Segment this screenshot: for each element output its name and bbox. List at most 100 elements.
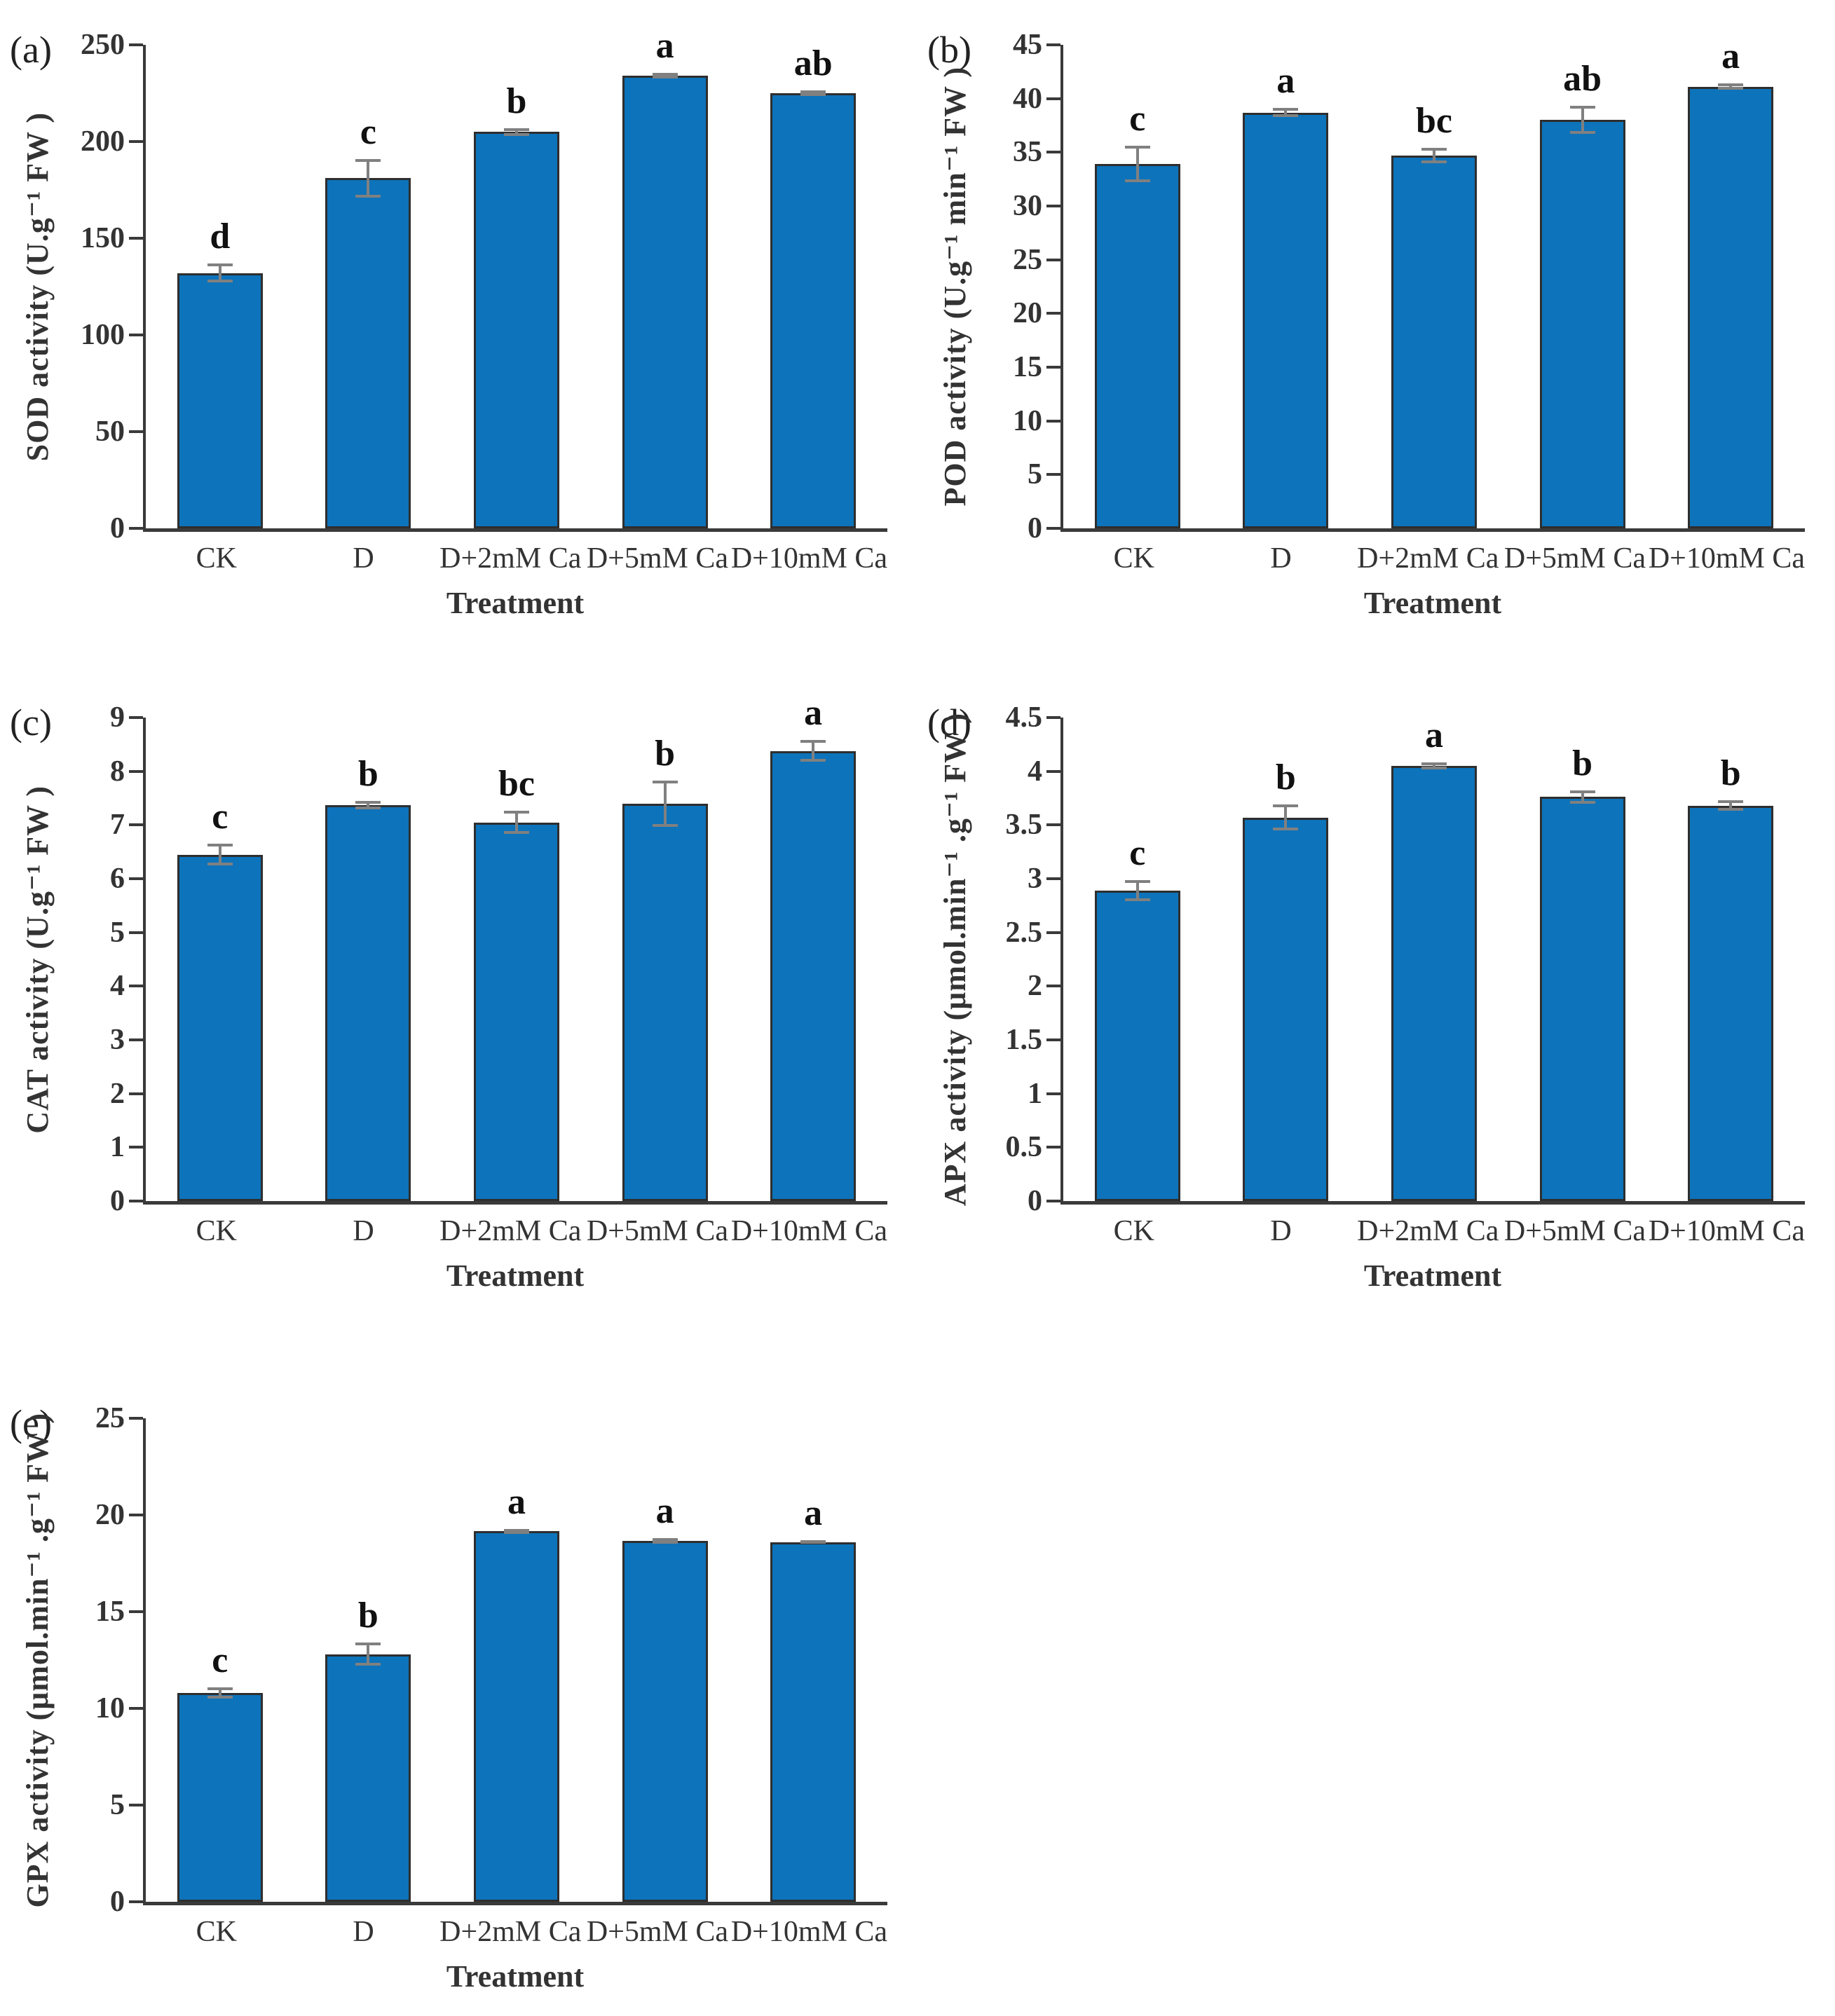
y-tick-label: 5	[1028, 458, 1042, 491]
y-tick-mark	[1046, 985, 1060, 988]
y-tick-label: 1	[1028, 1077, 1042, 1110]
x-category-label: D+10mM Ca	[730, 1916, 887, 1948]
bar-slot: a	[591, 1418, 739, 1902]
significance-letter: a	[1276, 61, 1295, 102]
bar-slot: b	[294, 718, 443, 1201]
x-category-label: D	[353, 542, 374, 575]
y-tick-label: 100	[81, 319, 125, 351]
bar-D+5mM Ca	[1539, 797, 1625, 1201]
chart-body: APX activity (μmol.min⁻¹ .g⁻¹ FW ) 0 0.5 1…	[927, 703, 1818, 1294]
bar-D+10mM Ca	[770, 93, 857, 528]
y-tick-label: 50	[95, 416, 125, 448]
y-tick-label: 0	[110, 512, 125, 544]
bar-CK	[1094, 164, 1180, 528]
bar-D	[1243, 112, 1329, 528]
error-bar-cap-bottom	[652, 823, 678, 827]
plot-area: c b a a a	[143, 1418, 887, 1905]
bar-slot: ab	[1508, 45, 1657, 528]
bar-slot: a	[1360, 718, 1508, 1201]
error-bar	[800, 1540, 826, 1544]
x-category-label: D+5mM Ca	[1503, 1215, 1646, 1247]
bar-D	[325, 1654, 411, 1902]
error-bar-stem	[218, 1687, 221, 1699]
bar-slot: c	[146, 1418, 294, 1902]
y-tick-mark	[129, 823, 143, 827]
x-category-label: CK	[196, 1916, 238, 1948]
x-category-label: D+5mM Ca	[586, 1215, 729, 1247]
y-tick-label: 45	[1013, 29, 1042, 61]
error-bar-cap-bottom	[1421, 160, 1447, 163]
error-bar	[1718, 83, 1744, 90]
error-bar	[1273, 804, 1299, 830]
chart-body: SOD activity (U.g⁻¹ FW ) 0 50 100 150 200 250…	[10, 28, 901, 621]
y-axis-title-column: GPX activity (μmol.min⁻¹ .g⁻¹ FW )	[10, 1413, 64, 1908]
x-axis-title: Treatment	[446, 1259, 585, 1293]
error-bar	[1124, 146, 1150, 183]
error-bar-stem	[1432, 148, 1435, 163]
plot-area: d c b a ab	[143, 28, 887, 532]
y-tick-mark	[129, 1900, 143, 1903]
y-tick-label: 35	[1013, 136, 1042, 169]
x-category-labels: CK D D+2mM Ca D+5mM Ca D+10mM Ca	[143, 542, 887, 575]
chart-gpx: (e) GPX activity (μmol.min⁻¹ .g⁻¹ FW ) 0…	[0, 1373, 901, 2016]
y-tick-mark	[1046, 716, 1060, 719]
bar-D+5mM Ca	[1539, 120, 1625, 528]
panel-label-a: (a)	[10, 29, 52, 71]
chart-cat: (c) CAT activity (U.g⁻¹ FW ) 0 1 2 3 4 5 6 7 8 9 …	[0, 673, 901, 1373]
error-bar	[1569, 106, 1595, 135]
bar-slot: a	[1656, 39, 1805, 528]
y-tick-mark	[1046, 205, 1060, 208]
y-tick-label: 3	[1028, 863, 1042, 895]
x-category-label: D+5mM Ca	[586, 1916, 729, 1948]
error-bar-cap-bottom	[800, 1541, 826, 1544]
panel-label-d: (d)	[927, 701, 971, 743]
y-tick-label: 1.5	[1005, 1024, 1043, 1056]
error-bar-stem	[1135, 879, 1139, 902]
y-tick-label: 9	[110, 701, 125, 734]
x-category-label: D+2mM Ca	[439, 1916, 582, 1948]
bar-slot: bc	[1360, 45, 1508, 528]
bar-slot: ab	[739, 45, 887, 528]
bar-D+2mM Ca	[473, 1531, 559, 1902]
error-bar	[503, 1529, 529, 1534]
y-tick-mark	[1046, 527, 1060, 530]
y-tick-label: 8	[110, 755, 125, 788]
x-category-label: D+2mM Ca	[439, 1215, 582, 1247]
bar-slot: b	[442, 45, 591, 528]
y-tick-label: 2.5	[1005, 916, 1043, 949]
bar-slot: a	[442, 1418, 591, 1902]
error-bar-stem	[1729, 800, 1733, 811]
significance-letter: c	[1129, 832, 1146, 873]
x-category-label: D	[1270, 542, 1292, 575]
y-axis-title-column: POD activity (U.g⁻¹ min⁻¹ FW )	[927, 45, 982, 528]
bar-CK	[177, 854, 263, 1201]
y-tick-label: 20	[1013, 297, 1042, 330]
bar-D+2mM Ca	[473, 132, 559, 528]
y-tick-label: 3.5	[1005, 809, 1043, 842]
bar-slot: b	[1656, 718, 1805, 1201]
x-category-label: D+10mM Ca	[1648, 542, 1805, 575]
error-bar	[207, 263, 233, 283]
error-bar	[1421, 148, 1447, 163]
y-tick-mark	[129, 769, 143, 773]
bar-slot: a	[1212, 45, 1360, 528]
y-tick-label: 30	[1013, 190, 1042, 222]
empty-cell	[918, 1373, 1835, 2016]
error-bar	[1124, 879, 1150, 902]
y-tick-label: 0	[1028, 1185, 1042, 1217]
y-tick-mark	[1046, 97, 1060, 100]
bar-slot: c	[294, 45, 443, 528]
x-category-label: D	[1270, 1215, 1292, 1247]
bar-D+2mM Ca	[1391, 155, 1477, 528]
error-bar-cap-bottom	[207, 1696, 233, 1699]
y-tick-mark	[1046, 366, 1060, 369]
y-tick-mark	[129, 1514, 143, 1516]
significance-letter: a	[804, 1493, 823, 1533]
y-tick-mark	[129, 931, 143, 934]
plot-column: c a bc ab a CK D D+2mM Ca D+5mM Ca D+10mM Ca Tre…	[1060, 39, 1818, 621]
panel-label-b: (b)	[927, 29, 971, 71]
x-category-label: D+10mM Ca	[730, 1215, 887, 1247]
chart-sod: (a) SOD activity (U.g⁻¹ FW ) 0 50 100 150 20…	[0, 0, 901, 673]
significance-letter: b	[1572, 743, 1593, 784]
error-bar-stem	[812, 740, 815, 762]
